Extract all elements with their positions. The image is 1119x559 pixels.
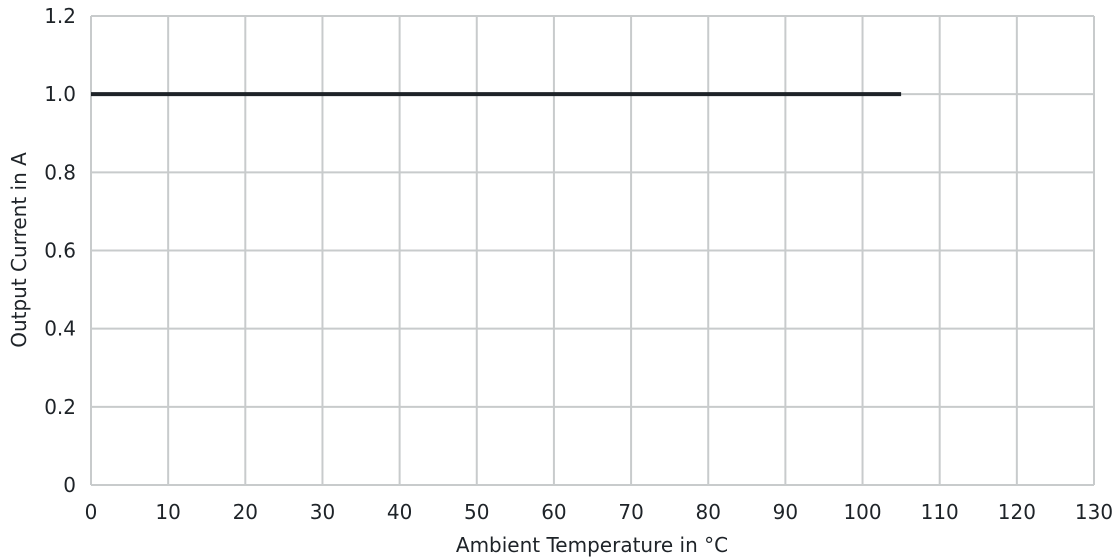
x-tick-label: 120 <box>998 500 1036 524</box>
y-axis-ticks: 0 0.2 0.4 0.6 0.8 1.0 1.2 <box>44 4 76 497</box>
x-tick-label: 20 <box>233 500 258 524</box>
y-tick-label: 0.6 <box>44 239 76 263</box>
y-tick-label: 0.2 <box>44 395 76 419</box>
grid-layer <box>90 15 1095 486</box>
x-tick-label: 0 <box>85 500 98 524</box>
x-tick-label: 100 <box>843 500 881 524</box>
y-tick-label: 0 <box>63 473 76 497</box>
x-tick-label: 70 <box>618 500 643 524</box>
x-tick-label: 110 <box>921 500 959 524</box>
y-axis-title: Output Current in A <box>7 152 31 348</box>
x-tick-label: 130 <box>1075 500 1113 524</box>
x-axis-ticks: 0 10 20 30 40 50 60 70 80 90 100 110 120 130 <box>85 500 1113 524</box>
y-tick-label: 1.0 <box>44 82 76 106</box>
y-tick-label: 1.2 <box>44 4 76 28</box>
x-tick-label: 10 <box>155 500 180 524</box>
x-tick-label: 50 <box>464 500 489 524</box>
y-tick-label: 0.4 <box>44 317 76 341</box>
y-tick-label: 0.8 <box>44 160 76 184</box>
x-tick-label: 40 <box>387 500 412 524</box>
x-axis-title: Ambient Temperature in °C <box>456 533 728 557</box>
x-tick-label: 80 <box>696 500 721 524</box>
x-tick-label: 60 <box>541 500 566 524</box>
x-tick-label: 30 <box>310 500 335 524</box>
x-tick-label: 90 <box>773 500 798 524</box>
